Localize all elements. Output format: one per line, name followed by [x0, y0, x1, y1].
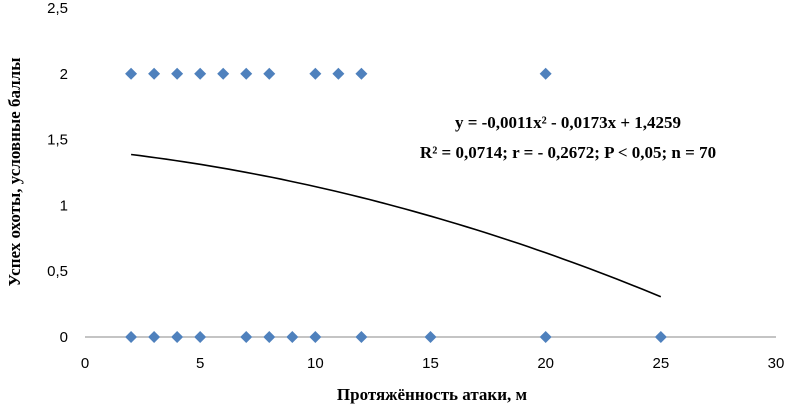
data-point [171, 331, 184, 343]
data-point [539, 67, 552, 80]
y-axis-title: Успех охоты, условные баллы [5, 58, 24, 287]
data-point [286, 331, 299, 343]
x-tick-label: 10 [307, 355, 324, 372]
data-point [125, 331, 138, 343]
x-tick-label: 0 [81, 355, 89, 372]
data-point [263, 67, 276, 80]
x-tick-label: 20 [537, 355, 554, 372]
data-points [125, 67, 667, 343]
y-tick-label: 0 [60, 329, 68, 346]
x-tick-label: 30 [768, 355, 785, 372]
data-point [171, 67, 184, 80]
data-point [332, 67, 345, 80]
y-tick-label: 1,5 [47, 132, 68, 149]
y-axis-ticks: 0 0,5 1 1,5 2 2,5 [47, 0, 68, 346]
data-point [355, 67, 368, 80]
data-point [148, 67, 161, 80]
x-tick-label: 5 [196, 355, 204, 372]
y-tick-label: 2 [60, 66, 68, 83]
equation-label: y = -0,0011x² - 0,0173x + 1,4259 [455, 113, 681, 132]
data-point [194, 331, 207, 343]
data-point [194, 67, 207, 80]
data-point [240, 331, 253, 343]
data-point [355, 331, 368, 343]
data-point [217, 67, 230, 80]
data-point [148, 331, 161, 343]
y-tick-label: 0,5 [47, 263, 68, 280]
x-tick-label: 15 [422, 355, 439, 372]
data-point [309, 67, 322, 80]
y-tick-label: 2,5 [47, 0, 68, 17]
x-axis-title: Протяжённость атаки, м [337, 385, 528, 404]
x-axis-ticks: 0 5 10 15 20 25 30 [81, 355, 785, 372]
data-point [654, 331, 667, 343]
data-point [263, 331, 276, 343]
stats-label: R² = 0,0714; r = - 0,2672; P < 0,05; n =… [420, 143, 716, 162]
data-point [309, 331, 322, 343]
trendline [131, 153, 662, 298]
data-point [424, 331, 437, 343]
data-point [125, 67, 138, 80]
y-tick-label: 1 [60, 197, 68, 214]
data-point [539, 331, 552, 343]
data-point [240, 67, 253, 80]
x-tick-label: 25 [652, 355, 669, 372]
